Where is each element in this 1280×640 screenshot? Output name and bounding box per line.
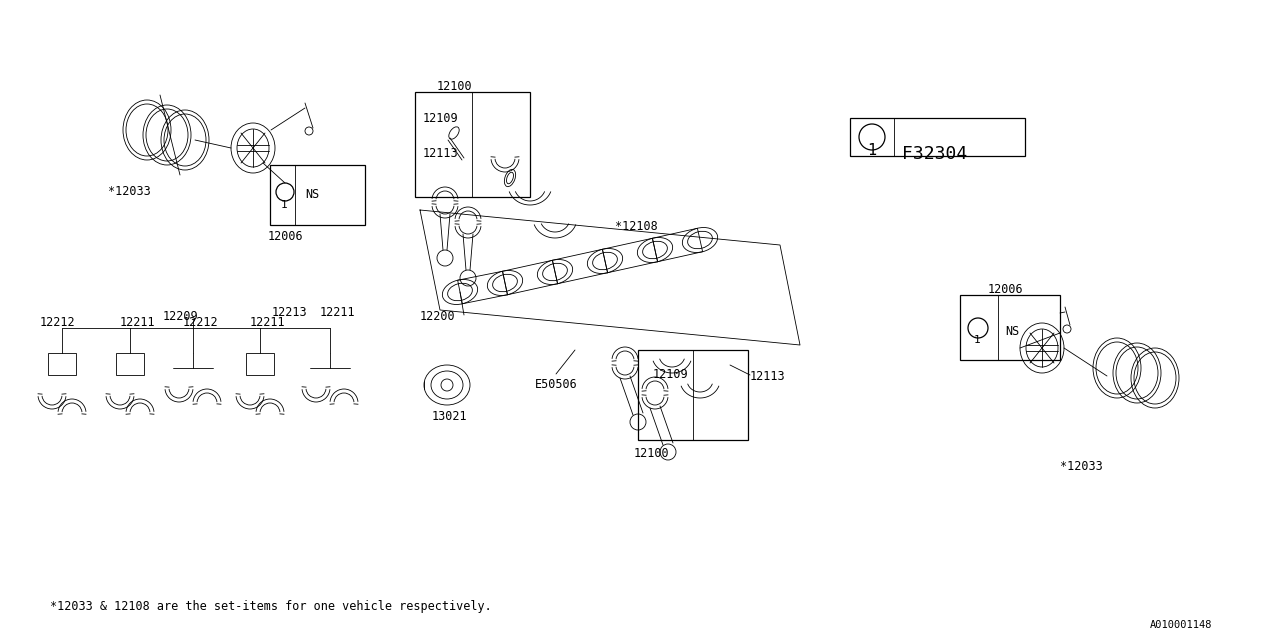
Bar [850,118,1025,156]
Text: 12006: 12006 [268,230,303,243]
Text: 1: 1 [867,143,876,158]
Text: A010001148: A010001148 [1149,620,1212,630]
Bar [116,353,145,375]
Text: 12100: 12100 [436,80,472,93]
Bar [415,92,530,197]
Text: 12113: 12113 [750,370,786,383]
Bar [270,165,365,225]
Text: NS: NS [305,188,319,201]
Text: *12108: *12108 [614,220,658,233]
Text: *12033: *12033 [1060,460,1103,473]
Text: 12100: 12100 [634,447,669,460]
Text: 12006: 12006 [988,283,1024,296]
Bar [246,353,274,375]
Text: 12213: 12213 [273,306,307,319]
Text: 13021: 13021 [433,410,467,423]
Text: F32304: F32304 [902,145,968,163]
Text: 1: 1 [974,335,980,345]
Bar [637,350,748,440]
Text: 12211: 12211 [250,316,285,329]
Bar [49,353,76,375]
Text: 1: 1 [282,200,288,210]
Text: E50506: E50506 [535,378,577,391]
Text: 12109: 12109 [653,368,689,381]
Text: *12033 & 12108 are the set-items for one vehicle respectively.: *12033 & 12108 are the set-items for one… [50,600,492,613]
Text: NS: NS [1005,325,1019,338]
Text: 12209: 12209 [163,310,198,323]
Text: 12211: 12211 [320,306,356,319]
Text: 12113: 12113 [422,147,458,160]
Text: 12211: 12211 [120,316,156,329]
Bar [960,295,1060,360]
Text: 12212: 12212 [183,316,219,329]
Text: 12200: 12200 [420,310,456,323]
Text: *12033: *12033 [108,185,151,198]
Text: 12109: 12109 [422,112,458,125]
Text: 12212: 12212 [40,316,76,329]
